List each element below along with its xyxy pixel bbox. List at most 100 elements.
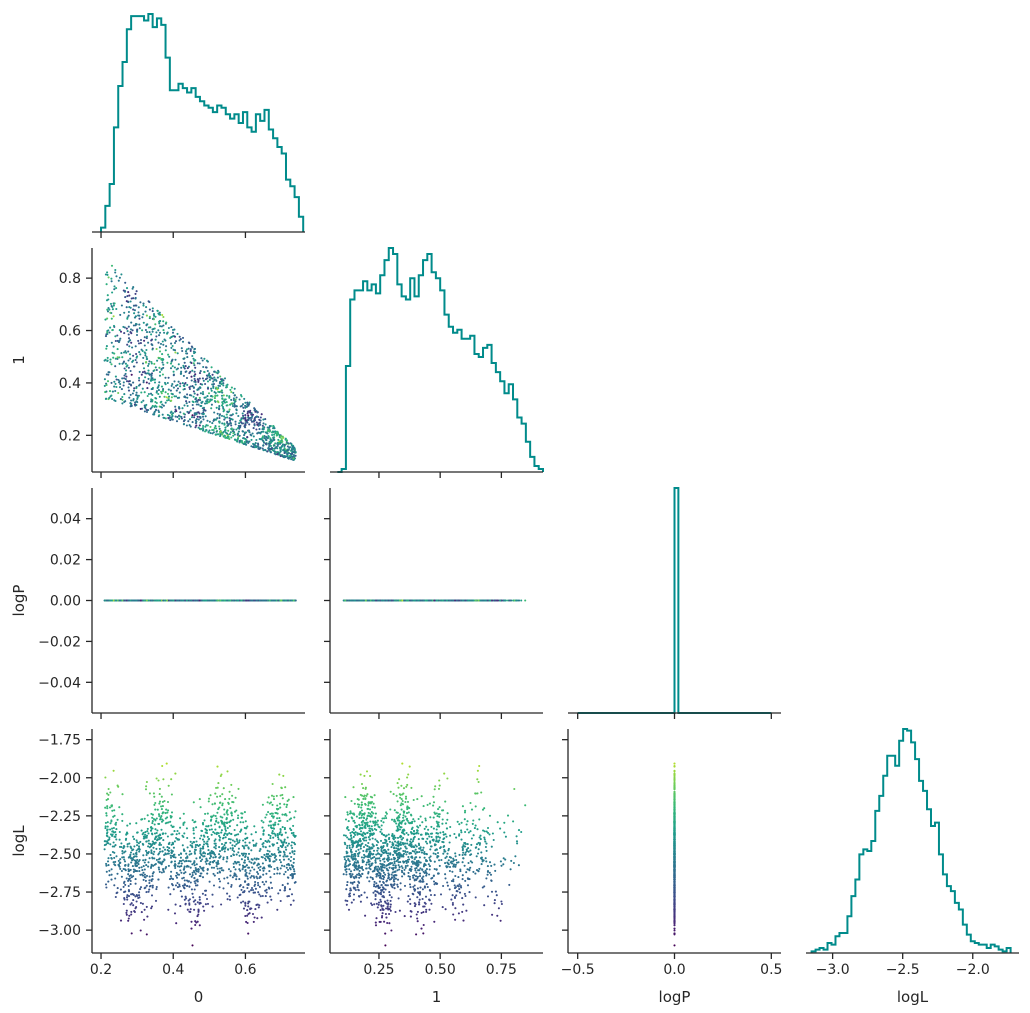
scatter-point bbox=[270, 431, 274, 434]
scatter-point bbox=[120, 273, 123, 276]
scatter-point bbox=[214, 425, 217, 428]
scatter-point bbox=[131, 392, 134, 395]
scatter-point bbox=[224, 435, 227, 438]
scatter-point bbox=[240, 404, 243, 407]
scatter-point bbox=[188, 411, 191, 414]
scatter-point bbox=[214, 433, 217, 436]
scatter-point bbox=[181, 336, 185, 339]
scatter-point bbox=[189, 349, 192, 352]
scatter-point bbox=[290, 447, 294, 450]
scatter-point bbox=[147, 341, 150, 344]
scatter-point bbox=[158, 395, 161, 398]
scatter-point bbox=[241, 422, 245, 425]
scatter-point bbox=[105, 397, 108, 400]
scatter-point bbox=[124, 378, 127, 381]
y-tick-label: 0.6 bbox=[59, 324, 81, 340]
scatter-point bbox=[173, 341, 177, 345]
scatter-point bbox=[267, 446, 270, 449]
scatter-point bbox=[223, 398, 226, 401]
scatter-point bbox=[282, 443, 285, 446]
scatter-point bbox=[218, 425, 221, 428]
scatter-point bbox=[182, 366, 185, 369]
scatter-point bbox=[142, 356, 145, 359]
scatter-point bbox=[218, 405, 221, 408]
scatter-point bbox=[287, 858, 290, 861]
scatter-point bbox=[125, 300, 128, 303]
scatter-point bbox=[204, 382, 207, 386]
scatter-point bbox=[133, 599, 136, 602]
scatter-point bbox=[159, 319, 162, 323]
scatter-point bbox=[170, 599, 173, 602]
scatter-point bbox=[203, 357, 206, 360]
scatter-point bbox=[255, 438, 258, 442]
scatter-point bbox=[193, 375, 196, 378]
scatter-point bbox=[180, 415, 183, 418]
scatter-point bbox=[127, 291, 130, 294]
scatter-point bbox=[254, 408, 257, 411]
scatter-point bbox=[237, 427, 240, 430]
scatter-point bbox=[141, 371, 144, 374]
scatter-point bbox=[180, 370, 183, 373]
scatter-point bbox=[128, 353, 132, 356]
scatter-point bbox=[285, 450, 288, 454]
scatter-point bbox=[118, 599, 121, 602]
scatter-point bbox=[135, 323, 138, 326]
scatter-point bbox=[170, 326, 173, 329]
scatter-point bbox=[153, 413, 156, 416]
scatter-point bbox=[176, 367, 179, 370]
scatter-point bbox=[144, 328, 147, 332]
scatter-point bbox=[148, 875, 151, 878]
scatter-point bbox=[110, 304, 113, 308]
scatter-point bbox=[146, 387, 149, 390]
scatter-point bbox=[222, 887, 225, 890]
scatter-point bbox=[169, 389, 172, 392]
scatter-point bbox=[167, 416, 170, 420]
scatter-point bbox=[166, 381, 169, 385]
scatter-point bbox=[222, 430, 225, 434]
y-tick-label: 0.04 bbox=[50, 512, 81, 528]
scatter-point bbox=[456, 599, 459, 602]
scatter-point bbox=[178, 417, 181, 420]
scatter-point bbox=[178, 391, 181, 394]
scatter-point bbox=[216, 867, 219, 870]
scatter-point bbox=[230, 427, 233, 430]
scatter-point bbox=[469, 599, 472, 602]
scatter-point bbox=[217, 390, 220, 393]
scatter-point bbox=[288, 446, 292, 449]
scatter-point bbox=[223, 422, 226, 425]
scatter-point bbox=[205, 599, 208, 602]
scatter-point bbox=[211, 428, 214, 432]
scatter-point bbox=[117, 391, 120, 395]
histogram-logP bbox=[577, 487, 772, 714]
scatter-point bbox=[230, 417, 233, 421]
scatter-point bbox=[122, 360, 126, 363]
scatter-point bbox=[216, 376, 219, 379]
scatter-point bbox=[282, 436, 285, 439]
scatter-point bbox=[154, 400, 157, 404]
scatter-point bbox=[283, 443, 287, 447]
scatter-point bbox=[252, 427, 255, 430]
scatter-point bbox=[143, 410, 146, 413]
scatter-point bbox=[183, 599, 186, 602]
scatter-point bbox=[210, 403, 213, 406]
scatter-point bbox=[138, 376, 141, 380]
scatter-point bbox=[183, 416, 186, 419]
scatter-point bbox=[110, 363, 113, 366]
scatter-point bbox=[112, 324, 116, 327]
scatter-point bbox=[159, 401, 162, 404]
scatter-point bbox=[115, 378, 118, 381]
scatter-point bbox=[185, 402, 188, 405]
scatter-point bbox=[170, 346, 173, 349]
scatter-point bbox=[240, 599, 243, 602]
scatter-point bbox=[201, 359, 204, 362]
scatter-point bbox=[185, 424, 188, 427]
scatter-point bbox=[110, 264, 114, 267]
scatter-point bbox=[170, 870, 173, 873]
scatter-point bbox=[232, 391, 235, 394]
scatter-point bbox=[258, 428, 261, 431]
scatter-point bbox=[266, 450, 269, 453]
scatter-point bbox=[213, 376, 216, 379]
scatter-point bbox=[129, 393, 132, 396]
scatter-point bbox=[178, 335, 181, 338]
scatter-point bbox=[181, 382, 184, 385]
